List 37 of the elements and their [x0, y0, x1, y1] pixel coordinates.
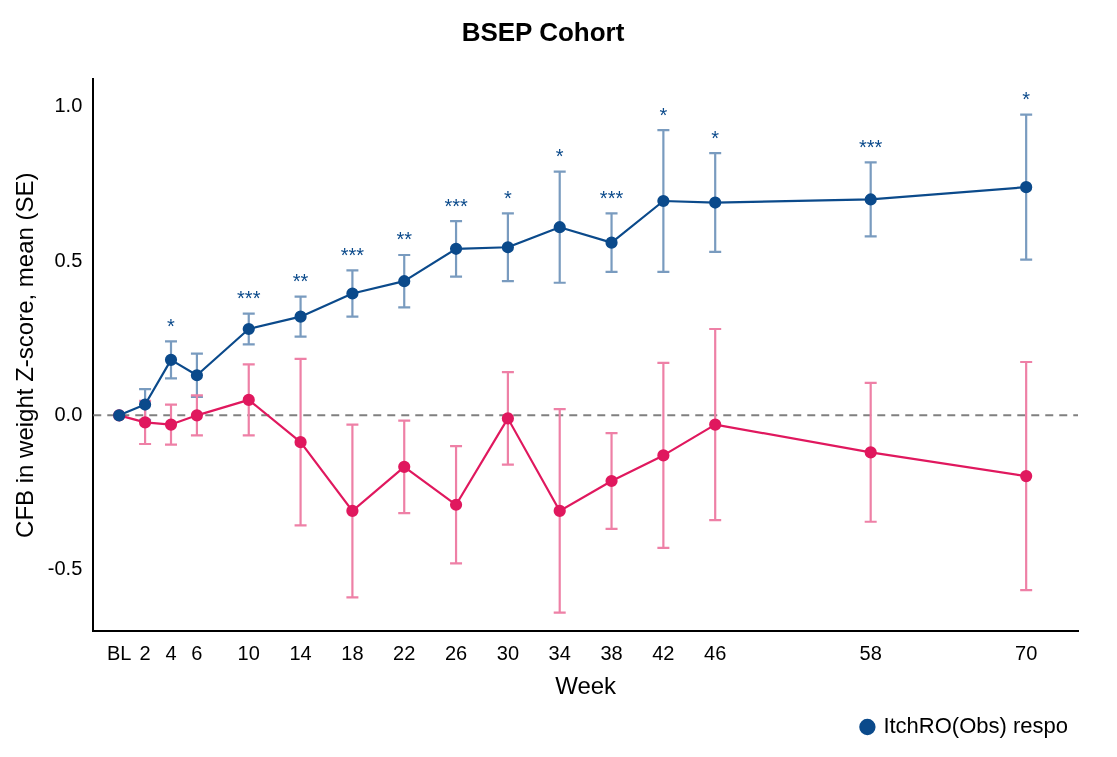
annotation: ** — [292, 270, 309, 293]
annotation: * — [555, 145, 564, 168]
x-tick-label: 30 — [496, 641, 520, 664]
x-tick-label: 22 — [393, 641, 416, 664]
y-tick-label: 0.5 — [54, 248, 83, 271]
annotation: ** — [396, 228, 413, 251]
annotation: *** — [599, 186, 624, 209]
x-tick-label: BL — [106, 641, 132, 664]
legend-label: ItchRO(Obs) respo — [883, 713, 1068, 739]
x-tick-label: 38 — [600, 641, 623, 664]
annotation: *** — [444, 194, 468, 217]
y-tick-label: 1.0 — [54, 94, 83, 117]
x-tick-label: 18 — [341, 641, 364, 664]
x-tick-label: 14 — [289, 641, 312, 664]
annotation: * — [659, 103, 668, 126]
x-tick-label: 2 — [139, 641, 151, 664]
x-axis-title: Week — [555, 672, 618, 700]
annotation: * — [711, 126, 720, 149]
annotation: *** — [859, 135, 883, 158]
x-tick-label: 46 — [704, 641, 727, 664]
y-tick-label: -0.5 — [47, 557, 83, 580]
chart-title: BSEP Cohort — [461, 16, 625, 47]
annotation: * — [503, 186, 512, 209]
annotation: * — [1022, 88, 1031, 111]
x-tick-label: 26 — [444, 641, 468, 664]
x-tick-label: 70 — [1015, 641, 1038, 664]
x-tick-label: 10 — [237, 641, 260, 664]
x-tick-label: 6 — [191, 641, 203, 664]
annotation: *** — [237, 287, 261, 310]
x-tick-label: 42 — [652, 641, 675, 664]
annotation: * — [167, 314, 176, 337]
y-tick-label: 0.0 — [54, 402, 83, 425]
x-tick-label: 58 — [859, 641, 882, 664]
y-axis-title: CFB in weight Z-score, mean (SE) — [11, 172, 39, 538]
annotation: *** — [340, 243, 365, 266]
x-tick-label: 4 — [165, 641, 177, 664]
x-tick-label: 34 — [548, 641, 571, 664]
